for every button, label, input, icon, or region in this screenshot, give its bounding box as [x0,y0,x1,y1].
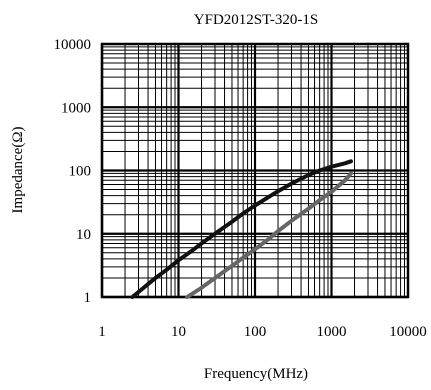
y-tick-label: 1000 [61,100,91,116]
y-tick-label: 100 [69,164,92,180]
x-tick-label: 10000 [389,324,427,340]
y-tick-label: 1 [84,290,92,306]
series-line-1 [130,159,353,299]
x-tick-labels: 1 10 100 1000 10000 [98,324,427,340]
plot-grid [100,44,408,299]
y-tick-label: 10000 [54,37,92,53]
y-tick-labels: 1 10 100 1000 10000 [54,37,92,306]
plot-frame [100,42,410,299]
y-tick-label: 10 [76,227,91,243]
x-axis-label: Frequency(MHz) [204,366,308,382]
y-axis-label: Impedance(Ω) [10,127,26,214]
x-tick-label: 1 [98,324,106,340]
series-line-2 [185,171,353,299]
x-tick-label: 10 [171,324,186,340]
x-tick-label: 100 [244,324,267,340]
chart-title: YFD2012ST-320-1S [194,12,318,28]
x-tick-label: 1000 [317,324,347,340]
series-layer [130,159,353,299]
